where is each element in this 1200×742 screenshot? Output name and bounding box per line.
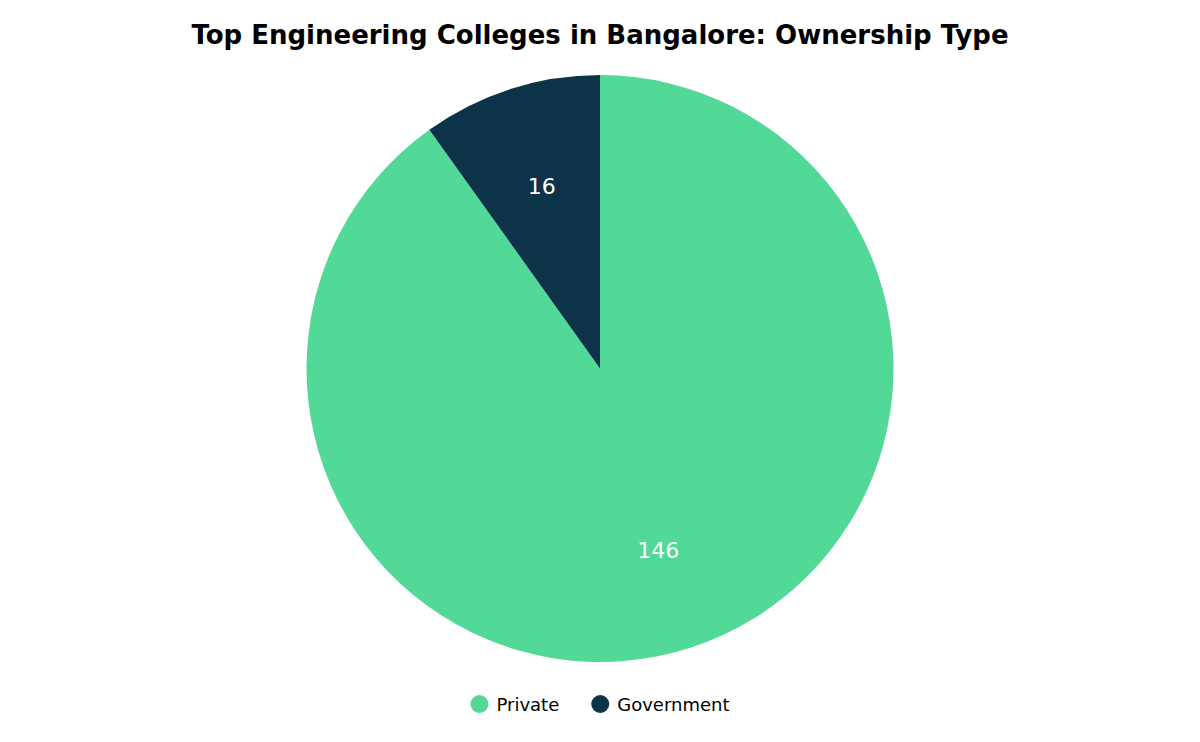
legend-marker: [470, 695, 488, 713]
legend: Private Government: [470, 694, 729, 715]
data-label: 16: [528, 174, 556, 199]
legend-marker: [591, 695, 609, 713]
slices: [306, 75, 893, 662]
data-label: 146: [637, 538, 679, 563]
slice: [306, 75, 893, 662]
legend-item: Government: [591, 694, 729, 715]
chart: Top Engineering Colleges in Bangalore: O…: [0, 0, 1200, 742]
slice-group: [306, 75, 893, 662]
data-labels: 146 16: [528, 174, 679, 562]
legend-label: Private: [496, 694, 559, 715]
title: Top Engineering Colleges in Bangalore: O…: [191, 20, 1008, 50]
legend-label: Government: [617, 694, 729, 715]
legend-item: Private: [470, 694, 559, 715]
slice: [429, 75, 600, 369]
